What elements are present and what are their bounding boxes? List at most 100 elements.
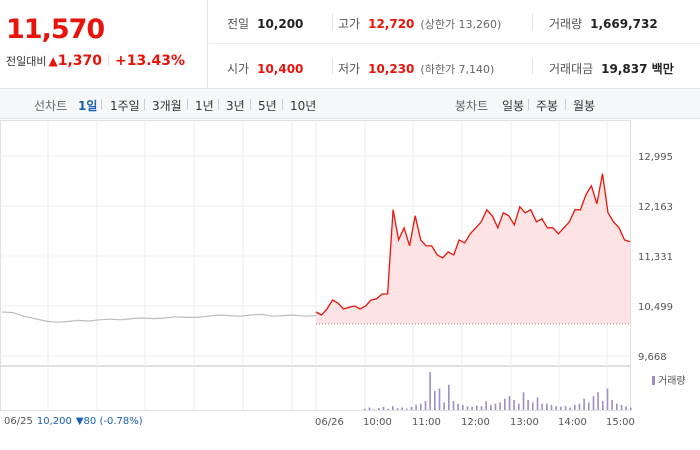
volume-bar <box>480 406 483 410</box>
volume-bar <box>406 408 408 410</box>
volume-bar <box>410 406 413 410</box>
up-arrow-icon: ▲ <box>48 54 58 68</box>
volume-bar <box>578 403 581 410</box>
volume-legend: 거래량 <box>652 372 686 387</box>
stat-value: 12,720 <box>368 17 415 31</box>
volume-bar <box>606 388 609 410</box>
divider <box>187 99 188 110</box>
stat-value: 10,200 <box>257 17 304 31</box>
change-value: 1,370 <box>57 53 103 69</box>
divider <box>108 54 110 66</box>
volume-bar <box>518 403 520 410</box>
range-1d-tab[interactable]: 1일 <box>78 99 98 113</box>
candle-daily-tab[interactable]: 일봉 <box>502 99 525 113</box>
previous-day-change: ▼80 (-0.78%) <box>76 416 143 427</box>
range-5y-tab[interactable]: 5년 <box>258 99 277 113</box>
y-tick-label: 12,995 <box>638 152 673 163</box>
volume-bar <box>499 402 501 410</box>
x-tick-label: 11:00 <box>412 417 441 428</box>
x-tick-label: 12:00 <box>461 417 490 428</box>
volume-bar <box>527 399 529 410</box>
lower-limit: (하한가 7,140) <box>420 63 495 76</box>
previous-day-change-percent: (-0.78%) <box>99 416 143 427</box>
stat-label: 고가 <box>338 17 361 31</box>
range-3m-tab[interactable]: 3개월 <box>152 99 182 113</box>
y-tick-label: 10,499 <box>638 302 673 313</box>
volume-bar <box>546 403 548 410</box>
change-row: 전일대비 ▲1,370 +13.43% <box>6 53 185 69</box>
volume-bar <box>364 408 366 410</box>
volume-bar <box>373 409 375 410</box>
volume-bar <box>597 392 599 410</box>
range-10y-tab[interactable]: 10년 <box>290 99 317 113</box>
volume-bar <box>471 406 473 410</box>
divider <box>332 14 333 30</box>
volume-bar <box>396 408 399 410</box>
volume-bar <box>387 408 389 410</box>
volume-bar <box>541 403 543 410</box>
stat-trade-value: 거래대금 19,837 백만 <box>549 60 674 77</box>
candle-weekly-tab[interactable]: 주봉 <box>536 99 559 113</box>
stat-label: 저가 <box>338 62 361 76</box>
volume-bar <box>448 384 450 410</box>
volume-bar <box>420 403 422 410</box>
volume-bar <box>504 398 506 410</box>
x-tick-label: 06/26 <box>315 417 344 428</box>
previous-day-date: 06/25 <box>4 416 33 427</box>
volume-bar <box>555 406 557 410</box>
down-arrow-icon: ▼ <box>75 416 84 427</box>
volume-bar <box>378 408 380 410</box>
stat-label: 시가 <box>227 62 250 76</box>
x-tick-label: 14:00 <box>558 417 587 428</box>
y-tick-label: 12,163 <box>638 202 673 213</box>
y-tick-label: 9,668 <box>638 352 667 363</box>
volume-bar <box>513 399 515 410</box>
previous-day-change-value: 80 <box>83 416 97 427</box>
volume-bar <box>616 403 618 410</box>
divider <box>144 99 145 110</box>
volume-bar <box>368 407 371 410</box>
x-tick-label: 10:00 <box>363 417 392 428</box>
range-3y-tab[interactable]: 3년 <box>226 99 245 113</box>
volume-bar <box>382 406 385 410</box>
divider <box>101 99 102 110</box>
divider <box>332 59 333 75</box>
previous-day-close: 10,200 <box>36 416 72 427</box>
volume-bar <box>392 406 394 410</box>
previous-day-summary: 06/25 10,200 ▼80 (-0.78%) <box>4 416 143 427</box>
stat-label: 거래대금 <box>549 62 594 76</box>
volume-bar <box>476 405 478 410</box>
stats-row-2: 시가 10,400 저가 10,230 (하한가 7,140) 거래대금 19,837 … <box>209 45 700 89</box>
upper-limit: (상한가 13,260) <box>420 18 502 31</box>
divider <box>218 99 219 110</box>
range-1y-tab[interactable]: 1년 <box>195 99 214 113</box>
volume-bar <box>462 404 464 410</box>
line-chart-label: 선차트 <box>34 99 68 113</box>
candle-monthly-tab[interactable]: 월봉 <box>573 99 596 113</box>
previous-day-line <box>1 311 317 323</box>
volume-bar <box>485 401 487 410</box>
stat-value: 10,400 <box>257 62 304 76</box>
divider <box>528 99 529 110</box>
volume-bar <box>611 399 613 410</box>
stat-value: 10,230 <box>368 62 415 76</box>
volume-bar <box>625 406 627 410</box>
volume-bar <box>550 404 553 410</box>
volume-legend-label: 거래량 <box>658 376 686 387</box>
price-chart-svg: 12,995 12,163 11,331 10,499 9,668 06/26 10:00 1… <box>0 120 673 428</box>
price-stats: 전일 10,200 고가 12,720 (상한가 13,260) 거래량 1,669,7… <box>209 0 700 89</box>
volume-bar <box>452 401 455 410</box>
candle-chart-label: 봉차트 <box>455 99 489 113</box>
range-1w-tab[interactable]: 1주일 <box>110 99 140 113</box>
volume-bar <box>424 401 427 410</box>
stat-label: 거래량 <box>549 17 583 31</box>
divider <box>282 99 283 110</box>
volume-bar <box>434 391 436 410</box>
volume-bar <box>466 406 469 410</box>
change-label: 전일대비 <box>6 55 47 68</box>
volume-bar <box>401 407 403 410</box>
stat-volume: 거래량 1,669,732 <box>549 15 658 32</box>
volume-bar <box>602 401 604 410</box>
price-chart[interactable]: 12,995 12,163 11,331 10,499 9,668 06/26 10:00 1… <box>0 120 700 450</box>
change-percent: +13.43% <box>115 53 186 69</box>
